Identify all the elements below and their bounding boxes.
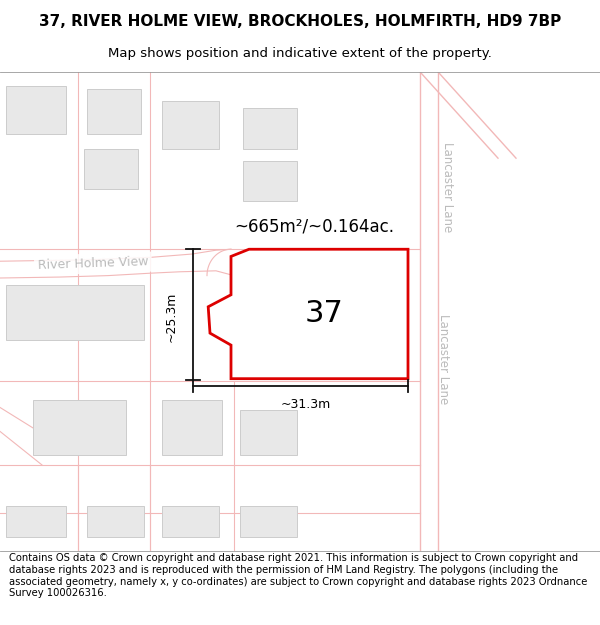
- Polygon shape: [208, 249, 408, 379]
- Text: Contains OS data © Crown copyright and database right 2021. This information is : Contains OS data © Crown copyright and d…: [9, 553, 587, 598]
- Bar: [6, 285, 144, 341]
- Text: ~665m²/~0.164ac.: ~665m²/~0.164ac.: [234, 218, 394, 236]
- Bar: [87, 89, 141, 134]
- Bar: [162, 101, 219, 149]
- Text: ~25.3m: ~25.3m: [164, 291, 178, 341]
- Bar: [84, 149, 138, 189]
- Text: Lancaster Lane: Lancaster Lane: [440, 142, 454, 232]
- Bar: [240, 410, 297, 456]
- Text: 37, RIVER HOLME VIEW, BROCKHOLES, HOLMFIRTH, HD9 7BP: 37, RIVER HOLME VIEW, BROCKHOLES, HOLMFI…: [39, 14, 561, 29]
- Bar: [243, 108, 297, 149]
- Bar: [240, 506, 297, 537]
- Bar: [162, 506, 219, 537]
- Bar: [243, 161, 297, 201]
- Bar: [33, 400, 126, 456]
- Text: Map shows position and indicative extent of the property.: Map shows position and indicative extent…: [108, 48, 492, 61]
- Text: ~31.3m: ~31.3m: [281, 398, 331, 411]
- Bar: [6, 506, 66, 537]
- Text: 37: 37: [305, 299, 343, 329]
- Bar: [261, 261, 354, 311]
- Text: Lancaster Lane: Lancaster Lane: [437, 314, 451, 404]
- Bar: [87, 506, 144, 537]
- Bar: [6, 86, 66, 134]
- Bar: [162, 400, 222, 456]
- Text: River Holme View: River Holme View: [37, 255, 149, 272]
